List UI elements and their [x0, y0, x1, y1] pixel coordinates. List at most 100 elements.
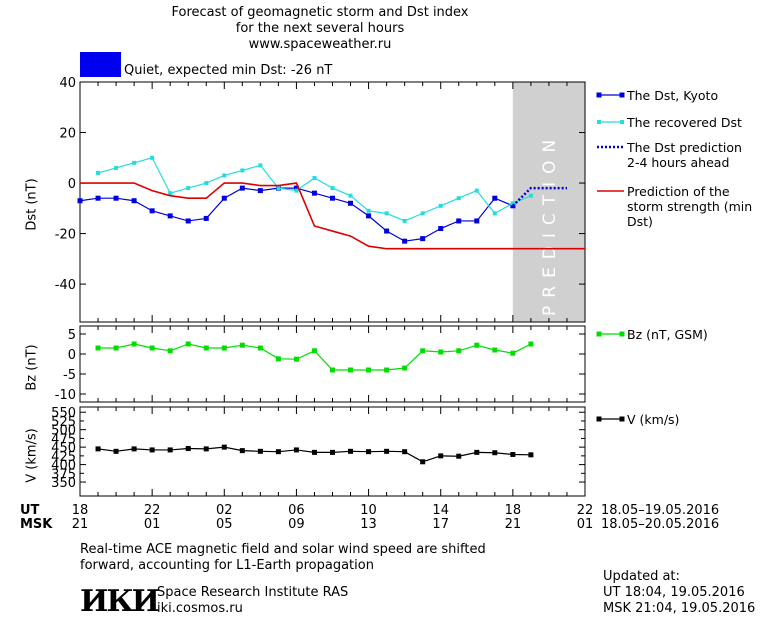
msk-tick-label: 21 — [504, 517, 522, 532]
data-point — [96, 170, 101, 175]
data-point — [113, 345, 119, 351]
y-tick-label: 375 — [51, 467, 76, 482]
data-point — [204, 181, 209, 186]
data-point — [510, 201, 515, 206]
data-point — [330, 195, 335, 201]
data-point — [384, 367, 390, 373]
msk-tick-label: 05 — [216, 517, 233, 532]
data-point — [330, 449, 335, 455]
data-point — [528, 341, 534, 347]
legend-recovered-dst: The recovered Dst — [627, 115, 742, 130]
data-point — [492, 211, 497, 216]
v-axis-label: V (km/s) — [24, 428, 40, 483]
data-point — [348, 367, 354, 373]
data-point — [257, 448, 263, 454]
ut-tick-label: 06 — [288, 503, 305, 518]
data-point — [275, 356, 281, 362]
ut-tick-label: 18 — [71, 503, 89, 518]
msk-tick-label: 13 — [360, 517, 377, 532]
series-line — [511, 186, 567, 207]
data-point — [348, 448, 354, 454]
data-point — [203, 345, 209, 351]
updated-msk: MSK 21:04, 19.05.2016 — [603, 601, 756, 616]
panel-frame — [79, 325, 586, 403]
data-point — [203, 215, 209, 221]
updated-ut: UT 18:04, 19.05.2016 — [603, 585, 745, 600]
ut-tick-label: 02 — [216, 503, 233, 518]
y-tick-label: -40 — [55, 278, 76, 293]
panel-2: 550 500 450 400 350 525 475 425 375 — [51, 406, 586, 497]
data-point — [438, 349, 444, 355]
data-point — [311, 449, 317, 455]
data-point — [456, 218, 462, 224]
data-point — [275, 449, 281, 455]
msk-tick-label: 17 — [432, 517, 449, 532]
data-point — [438, 226, 444, 232]
data-point — [384, 211, 389, 216]
data-point — [113, 448, 119, 454]
data-point — [420, 348, 426, 354]
data-point — [366, 367, 372, 373]
data-point — [221, 444, 227, 450]
data-point — [510, 451, 516, 457]
data-point — [167, 348, 173, 354]
data-point — [438, 203, 443, 208]
data-point — [240, 168, 245, 173]
data-point — [402, 449, 408, 455]
msk-tick-label: 01 — [576, 517, 594, 532]
prediction-label: PREDICTION — [540, 132, 560, 316]
y-tick-label: -10 — [55, 388, 76, 403]
ut-tick-label: 14 — [432, 503, 449, 518]
data-point — [239, 342, 245, 348]
website-link[interactable]: www.spaceweather.ru — [248, 37, 392, 52]
data-point — [149, 345, 155, 351]
footer-note-line2: forward, accounting for L1-Earth propaga… — [80, 558, 374, 573]
footer-note-line1: Real-time ACE magnetic field and solar w… — [80, 542, 486, 557]
data-point — [474, 449, 480, 455]
ut-tick-label: 22 — [143, 503, 161, 518]
y-tick-label: 0 — [68, 177, 76, 192]
data-point — [330, 186, 335, 191]
data-point — [203, 446, 209, 452]
data-point — [239, 448, 245, 454]
data-point — [167, 213, 173, 219]
msk-tick-label: 21 — [71, 517, 89, 532]
legend-dst-prediction: The Dst prediction 2-4 hours ahead — [627, 140, 742, 170]
data-point — [149, 208, 155, 214]
y-tick-label: 450 — [51, 441, 76, 456]
data-point — [258, 163, 263, 168]
data-point — [150, 155, 155, 160]
data-point — [113, 195, 119, 201]
ut-tick-label: 18 — [504, 503, 522, 518]
ut-row-label: UT — [20, 503, 40, 518]
institute-site-link[interactable]: iki.cosmos.ru — [157, 601, 243, 616]
data-point — [492, 195, 498, 201]
data-point — [456, 348, 462, 354]
data-point — [185, 446, 191, 452]
data-point — [402, 238, 408, 244]
legend-marker — [597, 120, 601, 124]
y-tick-label: 425 — [51, 450, 76, 465]
y-tick-label: -20 — [55, 228, 76, 243]
data-point — [420, 236, 426, 242]
msk-row-label: MSK — [20, 517, 53, 532]
y-tick-label: 5 — [68, 328, 76, 343]
legend-dst-kyoto: The Dst, Kyoto — [627, 88, 719, 103]
data-point — [257, 345, 263, 351]
legend-marker — [620, 120, 624, 124]
legend-marker — [596, 416, 602, 422]
y-tick-label: 20 — [59, 127, 76, 142]
y-tick-label: 550 — [51, 406, 76, 421]
series-line — [80, 182, 585, 250]
data-point — [276, 186, 281, 191]
data-point — [366, 213, 372, 219]
legend-v: V (km/s) — [627, 412, 680, 427]
series-line — [79, 187, 514, 242]
data-point — [312, 176, 317, 180]
data-point — [293, 447, 299, 453]
data-point — [114, 165, 119, 170]
data-point — [402, 218, 407, 223]
legend-bz: Bz (nT, GSM) — [627, 327, 708, 342]
y-tick-label: 350 — [51, 476, 76, 491]
